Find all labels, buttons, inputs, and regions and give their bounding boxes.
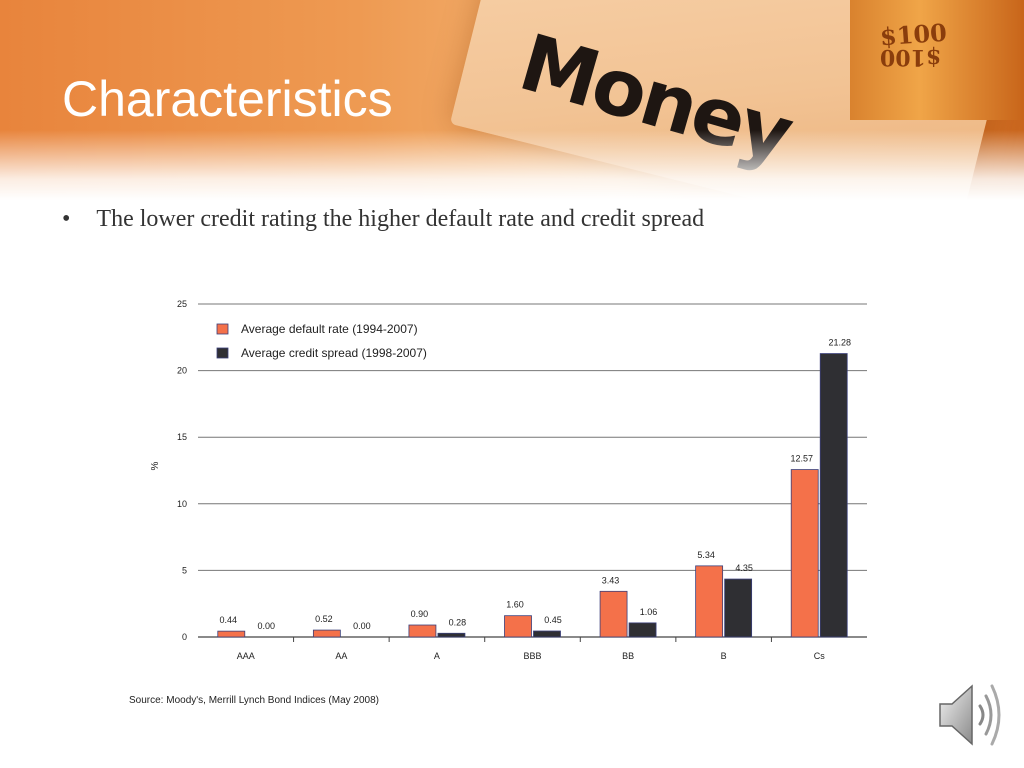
data-label: 0.44 [220, 615, 238, 625]
bullet-text: The lower credit rating the higher defau… [96, 206, 705, 232]
data-label: 4.35 [735, 563, 753, 573]
bullet-point: • The lower credit rating the higher def… [62, 206, 704, 233]
data-label: 0.52 [315, 614, 333, 624]
data-label: 0.00 [353, 621, 371, 631]
bar-credit-spread [628, 622, 657, 638]
data-label: 0.28 [449, 617, 467, 627]
x-tick-label: A [434, 651, 440, 661]
title-banner: $100 $100 Money [0, 0, 1024, 200]
bar-credit-spread [437, 632, 466, 638]
data-label: 21.28 [828, 338, 851, 348]
y-tick-label: 20 [177, 366, 187, 376]
bar-default-rate [790, 469, 819, 638]
bar-default-rate [695, 565, 724, 638]
legend-swatch [216, 323, 229, 335]
x-tick-label: BB [622, 651, 634, 661]
legend-label: Average credit spread (1998-2007) [241, 346, 427, 360]
y-tick-label: 10 [177, 499, 187, 509]
data-label: 12.57 [790, 454, 813, 464]
bar-default-rate [408, 624, 437, 638]
y-axis-label: % [150, 461, 161, 470]
x-tick-label: BBB [523, 651, 541, 661]
banner-fade [0, 130, 1024, 200]
bar-credit-spread [533, 630, 561, 638]
y-tick-label: 15 [177, 432, 187, 442]
bullet-symbol: • [62, 206, 71, 232]
bar-default-rate [504, 615, 532, 638]
y-tick-label: 5 [182, 565, 187, 575]
y-tick-label: 0 [182, 632, 187, 642]
data-label: 3.43 [602, 575, 620, 585]
speaker-icon[interactable] [936, 680, 1008, 750]
x-tick-label: AAA [237, 651, 255, 661]
legend-swatch [216, 347, 229, 359]
bar-credit-spread [724, 578, 753, 638]
bar-default-rate [217, 630, 246, 638]
x-tick-label: Cs [814, 651, 825, 661]
chart-source: Source: Moody's, Merrill Lynch Bond Indi… [129, 695, 379, 706]
bar-default-rate [312, 629, 341, 638]
data-label: 1.06 [640, 607, 658, 617]
slide-title: Characteristics [62, 71, 393, 127]
bar-credit-spread [819, 353, 848, 638]
x-tick-label: B [721, 651, 727, 661]
x-tick-label: AA [335, 651, 347, 661]
dollar-bills-image [850, 0, 1024, 120]
data-label: 1.60 [506, 600, 524, 610]
bar-default-rate [599, 590, 628, 638]
data-label: 0.00 [258, 621, 276, 631]
data-label: 5.34 [697, 550, 715, 560]
y-tick-label: 25 [177, 299, 187, 309]
legend-label: Average default rate (1994-2007) [241, 322, 418, 336]
data-label: 0.90 [411, 609, 429, 619]
data-label: 0.45 [544, 615, 562, 625]
